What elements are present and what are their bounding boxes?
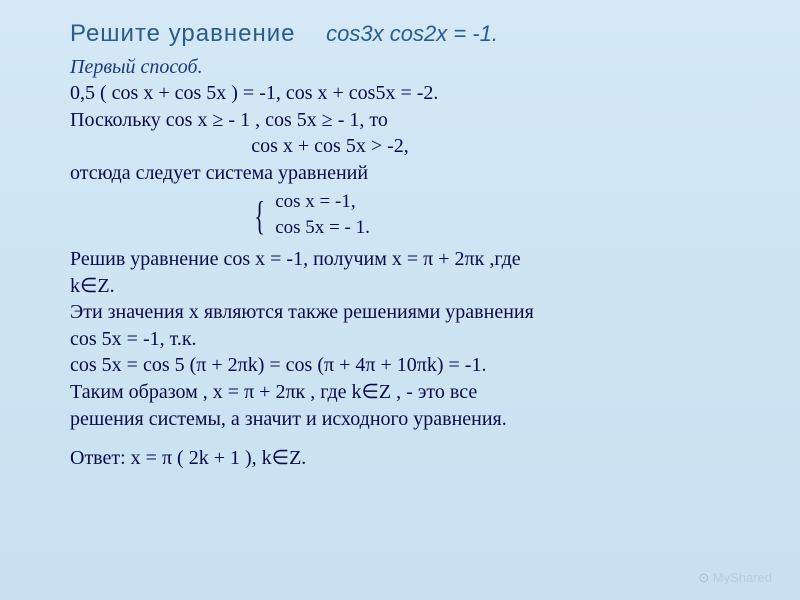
line-1: 0,5 ( cos x + cos 5x ) = -1, cos x + cos… (70, 81, 760, 107)
system-bracket: { (254, 198, 265, 234)
solve-line-6: Таким образом , x = π + 2πк , где k∈Z , … (70, 380, 760, 406)
line-4: отсюда следует система уравнений (70, 161, 760, 187)
method-subtitle: Первый способ. (70, 56, 760, 79)
title-equation: cos3x cos2x = -1. (326, 21, 498, 46)
line-2: Поскольку cos x ≥ - 1 , cos 5x ≥ - 1, то (70, 108, 760, 134)
line-3: cos x + cos 5x > -2, (70, 134, 590, 160)
slide-title: Решите уравнение cos3x cos2x = -1. (70, 20, 760, 48)
solve-line-1: Решив уравнение cos x = -1, получим x = … (70, 247, 760, 273)
watermark-text: MyShared (713, 570, 772, 585)
solve-line-5: cos 5x = cos 5 (π + 2πk) = cos (π + 4π +… (70, 353, 760, 379)
solve-line-4: cos 5x = -1, т.к. (70, 327, 760, 353)
watermark: ⊙ MyShared (698, 570, 772, 586)
system-eq-1: cos x = -1, (275, 190, 370, 214)
system-eq-2: cos 5x = - 1. (275, 216, 370, 240)
solve-line-3: Эти значения x являются также решениями … (70, 300, 760, 326)
solve-line-2: k∈Z. (70, 274, 760, 300)
solve-line-7: решения системы, а значит и исходного ур… (70, 407, 760, 433)
equation-system: { cos x = -1, cos 5x = - 1. (250, 190, 760, 241)
answer-line: Ответ: x = π ( 2k + 1 ), k∈Z. (70, 446, 760, 472)
title-text: Решите уравнение (70, 20, 295, 47)
